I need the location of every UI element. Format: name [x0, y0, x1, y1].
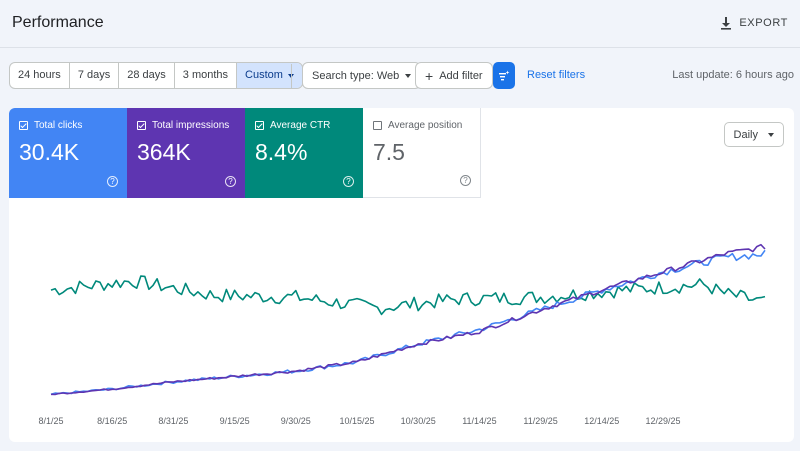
- x-tick-label: 10/15/25: [339, 416, 374, 426]
- help-icon[interactable]: ?: [343, 176, 354, 187]
- checkbox-unchecked-icon: [373, 121, 382, 130]
- search-type-dropdown[interactable]: Search type: Web: [302, 62, 422, 89]
- chevron-down-icon: [287, 73, 294, 78]
- performance-chart: 8/1/25 8/16/25 8/31/25 9/15/25 9/30/25 10/15/…: [38, 243, 766, 426]
- metric-total-impressions[interactable]: Total impressions 364K ?: [127, 108, 245, 198]
- x-tick-label: 8/31/25: [158, 416, 188, 426]
- metric-label: Average position: [388, 120, 463, 131]
- x-tick-label: 8/16/25: [97, 416, 127, 426]
- checkbox-checked-icon: [255, 121, 264, 130]
- range-3-months[interactable]: 3 months: [175, 63, 238, 88]
- date-range-selector: 24 hours 7 days 28 days 3 months Custom: [9, 62, 303, 89]
- filter-settings-button[interactable]: [493, 62, 515, 89]
- checkbox-checked-icon: [137, 121, 146, 130]
- range-custom-label: Custom: [245, 69, 283, 81]
- page-title: Performance: [12, 14, 104, 31]
- performance-card: Total clicks 30.4K ? Total impressions 3…: [9, 108, 794, 442]
- series-line-total-impressions: [50, 243, 766, 396]
- page-header: Performance EXPORT: [0, 0, 800, 48]
- help-icon[interactable]: ?: [460, 175, 471, 186]
- chevron-down-icon: [768, 132, 774, 137]
- range-7-days[interactable]: 7 days: [70, 63, 120, 88]
- x-tick-label: 9/30/25: [281, 416, 311, 426]
- toolbar-divider: [291, 64, 292, 88]
- metric-label: Total clicks: [34, 120, 83, 131]
- range-24-hours[interactable]: 24 hours: [10, 63, 70, 88]
- x-tick-label: 9/15/25: [220, 416, 250, 426]
- x-tick-label: 11/14/25: [462, 416, 496, 426]
- metric-value: 364K: [137, 139, 191, 165]
- plus-icon: +: [425, 67, 434, 84]
- x-tick-label: 11/29/25: [523, 416, 557, 426]
- metric-value: 30.4K: [19, 139, 80, 165]
- help-icon[interactable]: ?: [107, 176, 118, 187]
- search-type-label: Search type: Web: [312, 69, 400, 82]
- x-tick-label: 8/1/25: [38, 416, 63, 426]
- add-filter-label: Add filter: [439, 69, 483, 82]
- series-line-total-clicks: [50, 249, 766, 396]
- granularity-dropdown[interactable]: Daily: [723, 122, 784, 147]
- export-button[interactable]: EXPORT: [719, 12, 788, 34]
- metric-average-ctr[interactable]: Average CTR 8.4% ?: [245, 108, 363, 198]
- metric-label: Total impressions: [152, 120, 230, 131]
- help-icon[interactable]: ?: [225, 176, 236, 187]
- metric-total-clicks[interactable]: Total clicks 30.4K ?: [9, 108, 127, 198]
- download-icon: [721, 17, 732, 30]
- add-filter-button[interactable]: + Add filter: [415, 62, 493, 89]
- metric-value: 8.4%: [255, 139, 308, 165]
- series-line-average-ctr: [50, 275, 766, 316]
- export-label: EXPORT: [739, 17, 788, 29]
- chevron-down-icon: [405, 73, 412, 78]
- metric-label: Average CTR: [270, 120, 331, 131]
- last-update-text: Last update: 6 hours ago: [672, 69, 794, 81]
- reset-filters-link[interactable]: Reset filters: [527, 69, 586, 81]
- x-tick-label: 12/14/25: [584, 416, 619, 426]
- checkbox-checked-icon: [19, 121, 28, 130]
- range-28-days[interactable]: 28 days: [119, 63, 175, 88]
- metric-average-position[interactable]: Average position 7.5 ?: [363, 108, 481, 198]
- metric-value: 7.5: [373, 139, 405, 165]
- filter-toolbar: 24 hours 7 days 28 days 3 months Custom …: [0, 60, 800, 92]
- x-tick-label: 10/30/25: [401, 416, 436, 426]
- x-tick-label: 12/29/25: [645, 416, 680, 426]
- filter-sparkle-icon: [499, 70, 510, 80]
- granularity-label: Daily: [733, 128, 758, 141]
- range-custom[interactable]: Custom: [237, 63, 302, 88]
